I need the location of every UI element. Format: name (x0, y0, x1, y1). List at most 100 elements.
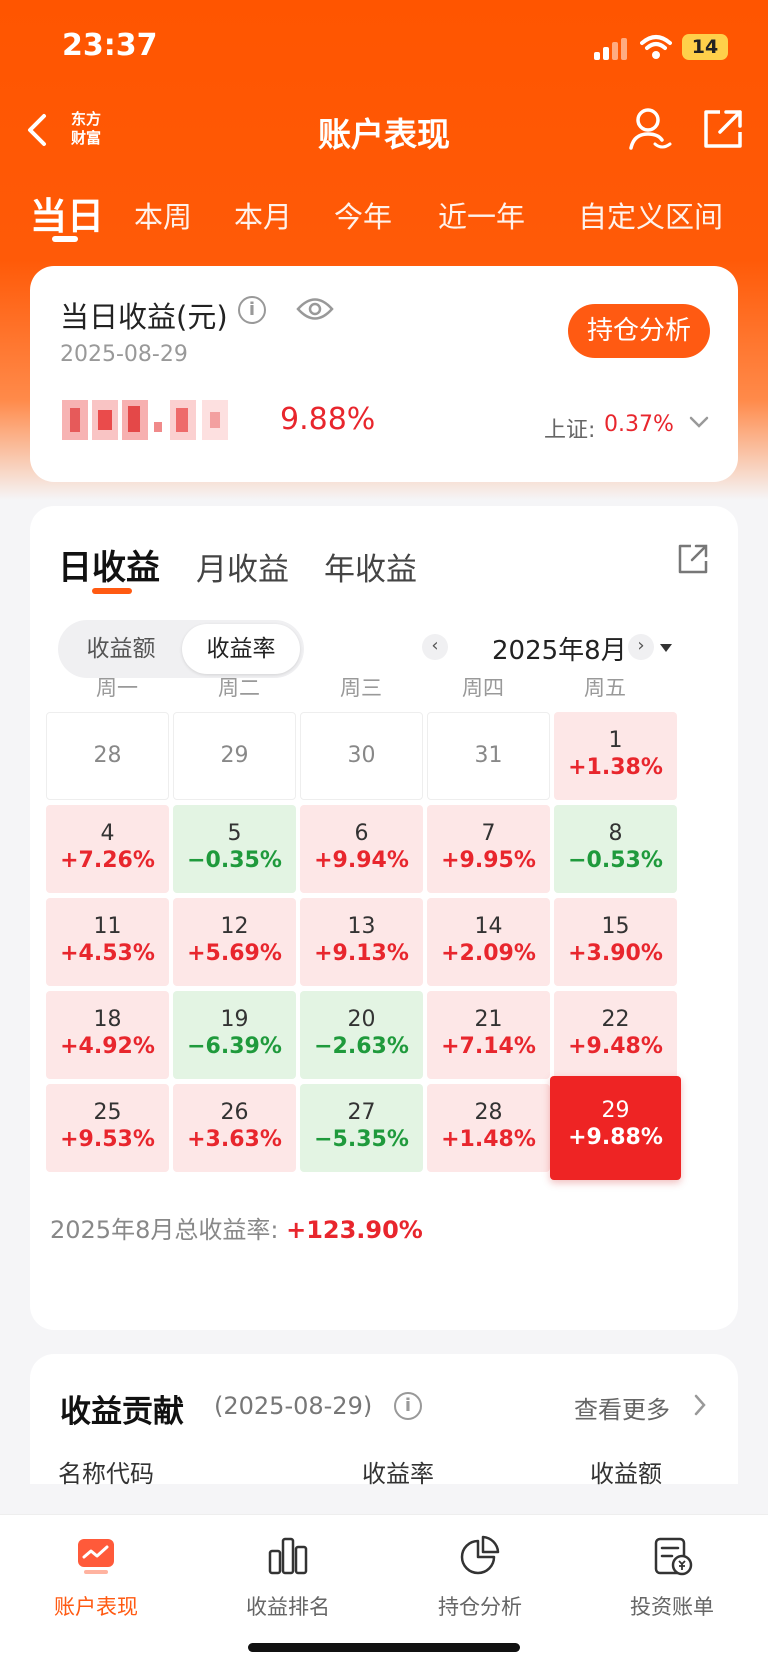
nav-bar: 东方 财富 账户表现 (0, 96, 768, 168)
bill-icon (654, 1537, 693, 1576)
column-header-amount[interactable]: 收益额 (590, 1460, 662, 1488)
calendar-day-cell[interactable]: 15 +3.90% (554, 898, 677, 986)
chevron-right-icon[interactable] (694, 1394, 706, 1416)
day-number: 7 (481, 821, 496, 846)
pie-chart-icon (460, 1535, 500, 1575)
calendar-day-cell[interactable]: 1 +1.38% (554, 712, 677, 800)
day-number: 27 (347, 1100, 376, 1125)
calendar-day-cell[interactable]: 29 +9.88% (550, 1076, 681, 1180)
weekday-tue: 周二 (218, 676, 260, 700)
calendar-day-cell[interactable]: 12 +5.69% (173, 898, 296, 986)
next-month-button[interactable]: › (628, 634, 654, 660)
bottom-nav-holdings-analysis[interactable]: 持仓分析 (384, 1533, 576, 1621)
day-return-rate: +2.09% (441, 941, 536, 966)
back-icon[interactable] (22, 110, 58, 150)
metric-segmented-control: 收益额 收益率 (58, 620, 304, 678)
bottom-nav-account-performance[interactable]: 账户表现 (0, 1533, 192, 1621)
tab-monthly-returns[interactable]: 月收益 (196, 552, 289, 588)
day-return-rate: −0.53% (568, 848, 663, 873)
day-number: 21 (474, 1007, 503, 1032)
contribution-title: 收益贡献 (60, 1394, 184, 1430)
tab-indicator (52, 236, 78, 242)
day-number: 4 (100, 821, 115, 846)
day-number: 1 (608, 728, 623, 753)
day-number: 5 (227, 821, 242, 846)
calendar-day-cell[interactable]: 25 +9.53% (46, 1084, 169, 1172)
calendar-day-cell[interactable]: 6 +9.94% (300, 805, 423, 893)
day-number: 19 (220, 1007, 249, 1032)
segment-rate[interactable]: 收益率 (182, 624, 300, 674)
contribution-date: (2025-08-29) (214, 1392, 373, 1420)
tab-yearly-returns[interactable]: 年收益 (324, 552, 417, 588)
calendar-day-cell[interactable]: 14 +2.09% (427, 898, 550, 986)
calendar-day-cell[interactable]: 20 −2.63% (300, 991, 423, 1079)
bottom-nav-ranking[interactable]: 收益排名 (192, 1533, 384, 1621)
tab-custom-range[interactable]: 自定义区间 (578, 200, 724, 234)
day-number: 18 (93, 1007, 122, 1032)
bottom-nav-label: 持仓分析 (438, 1595, 522, 1619)
calendar-day-cell[interactable]: 31 (427, 712, 550, 800)
day-return-rate: +4.53% (60, 941, 155, 966)
calendar-day-cell[interactable]: 29 (173, 712, 296, 800)
day-return-rate: +9.48% (568, 1034, 663, 1059)
eye-icon[interactable] (296, 296, 334, 322)
view-more-link[interactable]: 查看更多 (574, 1396, 670, 1424)
holdings-analysis-button[interactable]: 持仓分析 (568, 304, 710, 358)
cellular-signal-icon (594, 38, 628, 60)
day-number: 28 (93, 743, 122, 768)
segment-amount[interactable]: 收益额 (86, 636, 156, 662)
account-performance-icon (78, 1539, 114, 1574)
bottom-nav-investment-bill[interactable]: 投资账单 (576, 1533, 768, 1621)
prev-month-button[interactable]: ‹ (422, 634, 448, 660)
day-number: 26 (220, 1100, 249, 1125)
calendar-day-cell[interactable]: 28 +1.48% (427, 1084, 550, 1172)
calendar-day-cell[interactable]: 19 −6.39% (173, 991, 296, 1079)
day-number: 15 (601, 914, 630, 939)
returns-calendar-card: 日收益 月收益 年收益 收益额 收益率 ‹ 2025年8月 › 周一 周二 周三… (30, 506, 738, 1330)
returns-tab-indicator (92, 588, 132, 594)
calendar-day-cell[interactable]: 4 +7.26% (46, 805, 169, 893)
calendar-day-cell[interactable]: 13 +9.13% (300, 898, 423, 986)
tab-this-week[interactable]: 本周 (134, 200, 193, 234)
calendar-day-cell[interactable]: 22 +9.48% (554, 991, 677, 1079)
info-icon[interactable]: i (238, 296, 266, 324)
month-selector[interactable]: 2025年8月 (492, 636, 627, 666)
day-return-rate: +1.38% (568, 755, 663, 780)
home-indicator (248, 1643, 520, 1652)
calendar-day-cell[interactable]: 30 (300, 712, 423, 800)
tab-last-year[interactable]: 近一年 (438, 200, 526, 234)
calendar-day-cell[interactable]: 26 +3.63% (173, 1084, 296, 1172)
calendar-day-cell[interactable]: 11 +4.53% (46, 898, 169, 986)
day-return-rate: +3.63% (187, 1127, 282, 1152)
bottom-nav: 账户表现 收益排名 持仓分析 投资账单 (0, 1514, 768, 1663)
day-number: 8 (608, 821, 623, 846)
user-privacy-icon[interactable] (628, 106, 672, 152)
calendar-day-cell[interactable]: 7 +9.95% (427, 805, 550, 893)
monthly-total-label: 2025年8月总收益率: (50, 1216, 279, 1244)
share-icon[interactable] (700, 106, 746, 152)
calendar-day-cell[interactable]: 18 +4.92% (46, 991, 169, 1079)
tab-daily-returns[interactable]: 日收益 (58, 548, 160, 588)
calendar-day-cell[interactable]: 21 +7.14% (427, 991, 550, 1079)
calendar-day-cell[interactable]: 8 −0.53% (554, 805, 677, 893)
index-value: 0.37% (604, 412, 674, 437)
caret-down-icon[interactable] (660, 644, 672, 652)
export-icon[interactable] (676, 542, 710, 576)
tab-today[interactable]: 当日 (30, 195, 104, 238)
calendar-day-cell[interactable]: 28 (46, 712, 169, 800)
index-label: 上证: (544, 418, 596, 443)
calendar-day-cell[interactable]: 27 −5.35% (300, 1084, 423, 1172)
column-header-name: 名称代码 (58, 1460, 154, 1488)
tab-this-year[interactable]: 今年 (334, 200, 393, 234)
day-return-rate: +9.88% (568, 1125, 663, 1150)
info-icon[interactable]: i (394, 1392, 422, 1420)
column-header-rate[interactable]: 收益率 (362, 1460, 434, 1488)
chevron-down-icon[interactable] (688, 414, 710, 430)
day-return-rate: +5.69% (187, 941, 282, 966)
bottom-nav-label: 账户表现 (54, 1595, 138, 1619)
weekday-thu: 周四 (462, 676, 504, 700)
calendar-day-cell[interactable]: 5 −0.35% (173, 805, 296, 893)
status-time: 23:37 (62, 28, 158, 63)
tab-this-month[interactable]: 本月 (234, 200, 293, 234)
ranking-bar-icon (268, 1537, 308, 1575)
